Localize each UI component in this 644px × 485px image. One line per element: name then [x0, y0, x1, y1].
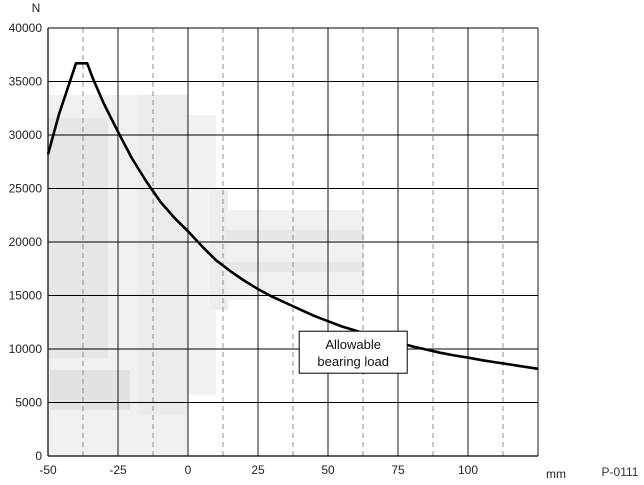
series-line [46, 61, 539, 371]
silhouette-part [138, 95, 188, 415]
x-tick-label: 75 [391, 463, 405, 477]
y-tick-label: 35000 [9, 75, 43, 89]
figure-reference: P-0111 [602, 465, 639, 479]
y-tick-label: 15000 [9, 289, 43, 303]
x-tick-labels: -50 -25 0 25 50 75 100 [39, 463, 478, 477]
annotation-box: Allowable bearing load [298, 330, 408, 374]
y-tick-label: 40000 [9, 21, 43, 35]
silhouette-part [50, 370, 130, 410]
grid [48, 27, 539, 456]
x-tick-label: -50 [39, 463, 57, 477]
axes [47, 28, 538, 457]
y-tick-label: 30000 [9, 128, 43, 142]
y-tick-label: 5000 [15, 396, 42, 410]
x-tick-label: 0 [185, 463, 192, 477]
x-unit-label: mm [546, 467, 566, 481]
x-tick-label: 100 [458, 463, 478, 477]
x-tick-label: 25 [251, 463, 265, 477]
x-tick-label: 50 [321, 463, 335, 477]
silhouette-part [226, 262, 364, 272]
x-tick-label: -25 [109, 463, 127, 477]
y-tick-label: 20000 [9, 235, 43, 249]
silhouette-part [210, 190, 228, 310]
y-tick-label: 10000 [9, 342, 43, 356]
y-tick-label: 0 [35, 449, 42, 463]
silhouette-part [48, 118, 108, 358]
silhouette-part [226, 230, 364, 240]
annotation-line-2: bearing load [317, 354, 389, 369]
y-unit-label: N [32, 1, 41, 15]
silhouette-part [226, 210, 364, 300]
annotation-line-1: Allowable [325, 337, 381, 352]
product-silhouette [48, 95, 364, 455]
y-tick-label: 25000 [9, 182, 43, 196]
y-tick-labels: 0 5000 10000 15000 20000 25000 30000 35000 40000 [9, 21, 43, 463]
series-group [46, 61, 539, 371]
